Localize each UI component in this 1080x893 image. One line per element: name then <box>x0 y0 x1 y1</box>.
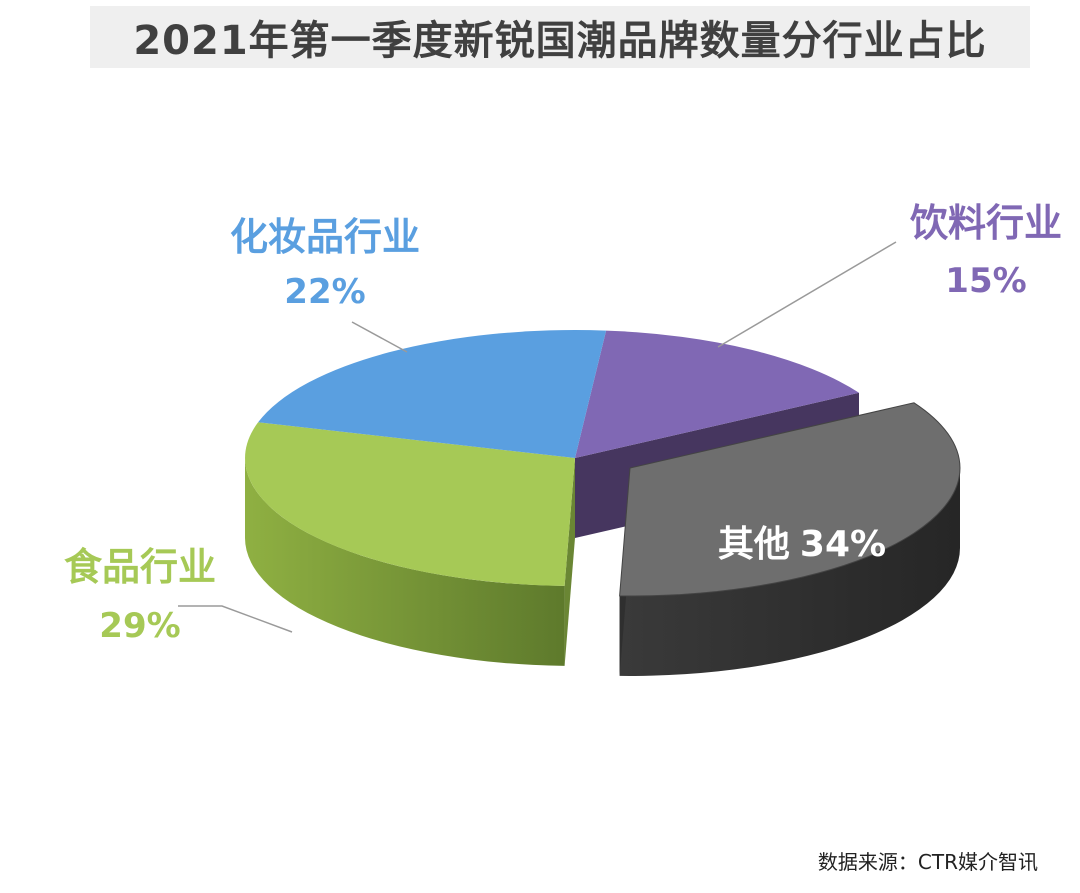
leader-line-beverage <box>717 241 897 348</box>
label-other-name: 其他 <box>718 524 790 565</box>
leader-line-cosmetics <box>351 321 408 353</box>
leader-lines <box>178 241 897 633</box>
slice-green-radial <box>564 458 575 666</box>
source-note: 数据来源：CTR媒介智讯 <box>817 850 1038 874</box>
label-beverage-value: 15% <box>945 261 1026 301</box>
slice-0 <box>619 402 961 597</box>
label-cosmetics-name: 化妆品行业 <box>230 215 420 259</box>
chart-title: 2021年第一季度新锐国潮品牌数量分行业占比 <box>133 18 987 64</box>
label-beverage-name: 饮料行业 <box>910 201 1062 245</box>
slice-side-3 <box>245 458 565 666</box>
slice-side-0 <box>619 468 960 676</box>
label-other-value: 34% <box>800 524 886 565</box>
slice-2 <box>258 330 607 458</box>
title-bar: 2021年第一季度新锐国潮品牌数量分行业占比 <box>90 6 1030 68</box>
leader-line-food <box>178 605 293 633</box>
slice-1 <box>575 330 859 458</box>
label-food-value: 29% <box>99 606 180 646</box>
label-food-name: 食品行业 <box>64 545 216 589</box>
slice-3 <box>245 422 576 586</box>
label-other: 其他 34% <box>718 524 886 565</box>
label-cosmetics-value: 22% <box>284 272 365 312</box>
